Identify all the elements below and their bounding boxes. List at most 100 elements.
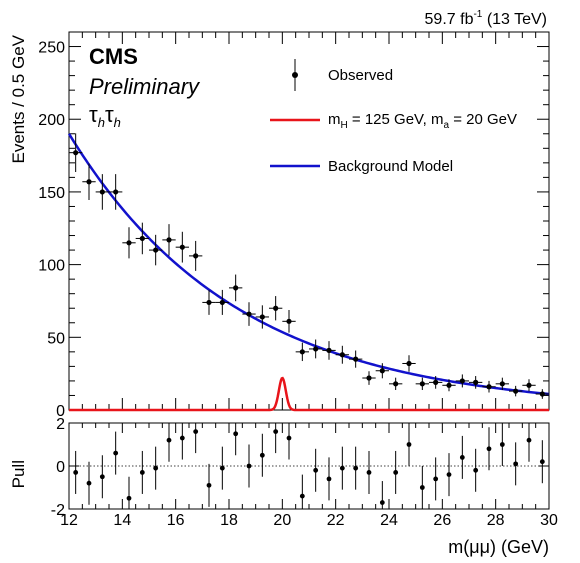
observed-point	[162, 224, 176, 256]
observed-point	[69, 133, 83, 173]
pull-point	[459, 435, 465, 479]
pull-point	[219, 446, 225, 490]
signal-curve	[69, 376, 549, 412]
observed-point	[82, 163, 96, 200]
x-tick-label: 16	[167, 512, 185, 529]
observed-point	[495, 377, 509, 390]
pull-point	[433, 457, 439, 501]
observed-point	[175, 231, 189, 263]
x-tick-label: 20	[273, 512, 291, 529]
observed-point	[482, 380, 496, 393]
pull-point	[406, 423, 412, 466]
observed-point	[255, 305, 269, 329]
main-y-tick-label: 0	[56, 403, 65, 420]
pull-y-tick-label: 2	[56, 416, 65, 433]
main-y-tick-label: 200	[38, 112, 65, 129]
lumi-label: 59.7 fb-1 (13 TeV)	[425, 9, 547, 28]
observed-point	[362, 371, 376, 385]
pull-point	[179, 423, 185, 460]
pull-point	[246, 444, 252, 488]
pull-point	[166, 423, 172, 462]
pull-point	[273, 423, 279, 454]
observed-point	[389, 377, 403, 390]
pull-point	[499, 423, 505, 466]
pull-point	[393, 450, 399, 494]
y-axis-title: Events / 0.5 GeV	[9, 34, 28, 163]
observed-point	[282, 309, 296, 333]
observed-point	[229, 274, 243, 302]
pull-point	[526, 423, 532, 462]
pull-point	[233, 423, 239, 456]
pull-point	[313, 448, 319, 492]
observed-point	[122, 227, 136, 259]
pull-point	[99, 455, 105, 499]
x-axis-title: m(μμ) (GeV)	[448, 537, 549, 557]
status-label: Preliminary	[89, 74, 201, 99]
main-y-tick-label: 150	[38, 185, 65, 202]
pull-point	[513, 442, 519, 486]
observed-point	[322, 341, 336, 360]
observed-point	[535, 389, 549, 399]
observed-point	[295, 342, 309, 362]
x-tick-label: 26	[433, 512, 451, 529]
pull-y-tick-label: 0	[56, 459, 65, 476]
x-tick-label: 12	[60, 512, 78, 529]
observed-point	[135, 222, 149, 255]
pull-point	[299, 474, 305, 509]
legend-signal-label: mH = 125 GeV, ma = 20 GeV	[328, 111, 517, 131]
experiment-label: CMS	[89, 44, 138, 69]
main-axis-ticks: 0 50 100 150 200 250	[38, 31, 550, 420]
observed-point	[269, 296, 283, 321]
pull-point	[366, 450, 372, 494]
observed-point	[415, 377, 429, 390]
x-tick-label: 22	[327, 512, 345, 529]
observed-point	[509, 385, 523, 397]
pull-axis-ticks: -2 0 2 12 14 16 18 20 22 24 26 28 30	[51, 416, 558, 529]
pull-point	[139, 450, 145, 494]
x-tick-label: 30	[540, 512, 558, 529]
observed-point	[469, 376, 483, 389]
pull-point	[473, 448, 479, 492]
pull-point	[486, 427, 492, 471]
pull-point	[153, 446, 159, 490]
x-tick-label: 28	[487, 512, 505, 529]
pull-point	[353, 446, 359, 490]
observed-point	[242, 302, 256, 326]
pull-point	[539, 440, 545, 484]
main-y-tick-label: 50	[47, 330, 65, 347]
pull-point	[86, 461, 92, 505]
observed-point	[309, 339, 323, 359]
observed-point	[402, 355, 416, 372]
pull-point	[259, 433, 265, 477]
pull-point	[193, 423, 199, 454]
observed-point	[349, 350, 363, 368]
observed-point	[149, 234, 163, 266]
pull-axis-title: Pull	[9, 460, 28, 488]
pull-point	[73, 450, 79, 494]
pull-point	[206, 463, 212, 507]
observed-point	[455, 374, 469, 388]
pull-point	[286, 423, 292, 460]
observed-point	[375, 363, 389, 379]
legend-observed-label: Observed	[328, 67, 393, 84]
x-tick-label: 18	[220, 512, 238, 529]
observed-point	[189, 240, 203, 271]
channel-label: τhτh	[89, 102, 121, 130]
main-y-tick-label: 250	[38, 40, 65, 57]
pull-point	[446, 453, 452, 497]
pull-point	[126, 476, 132, 509]
observed-point	[202, 289, 216, 315]
x-tick-label: 14	[113, 512, 131, 529]
observed-point	[522, 379, 536, 392]
legend-background-label: Background Model	[328, 158, 453, 175]
pull-point	[419, 466, 425, 509]
pull-plot-frame	[68, 422, 550, 510]
observed-point	[429, 376, 443, 389]
background-model-curve	[67, 133, 550, 396]
observed-point	[109, 174, 123, 210]
legend: Observed mH = 125 GeV, ma = 20 GeV Backg…	[270, 59, 517, 175]
observed-point	[442, 379, 456, 392]
x-tick-label: 24	[380, 512, 398, 529]
legend-observed-marker	[292, 59, 298, 91]
